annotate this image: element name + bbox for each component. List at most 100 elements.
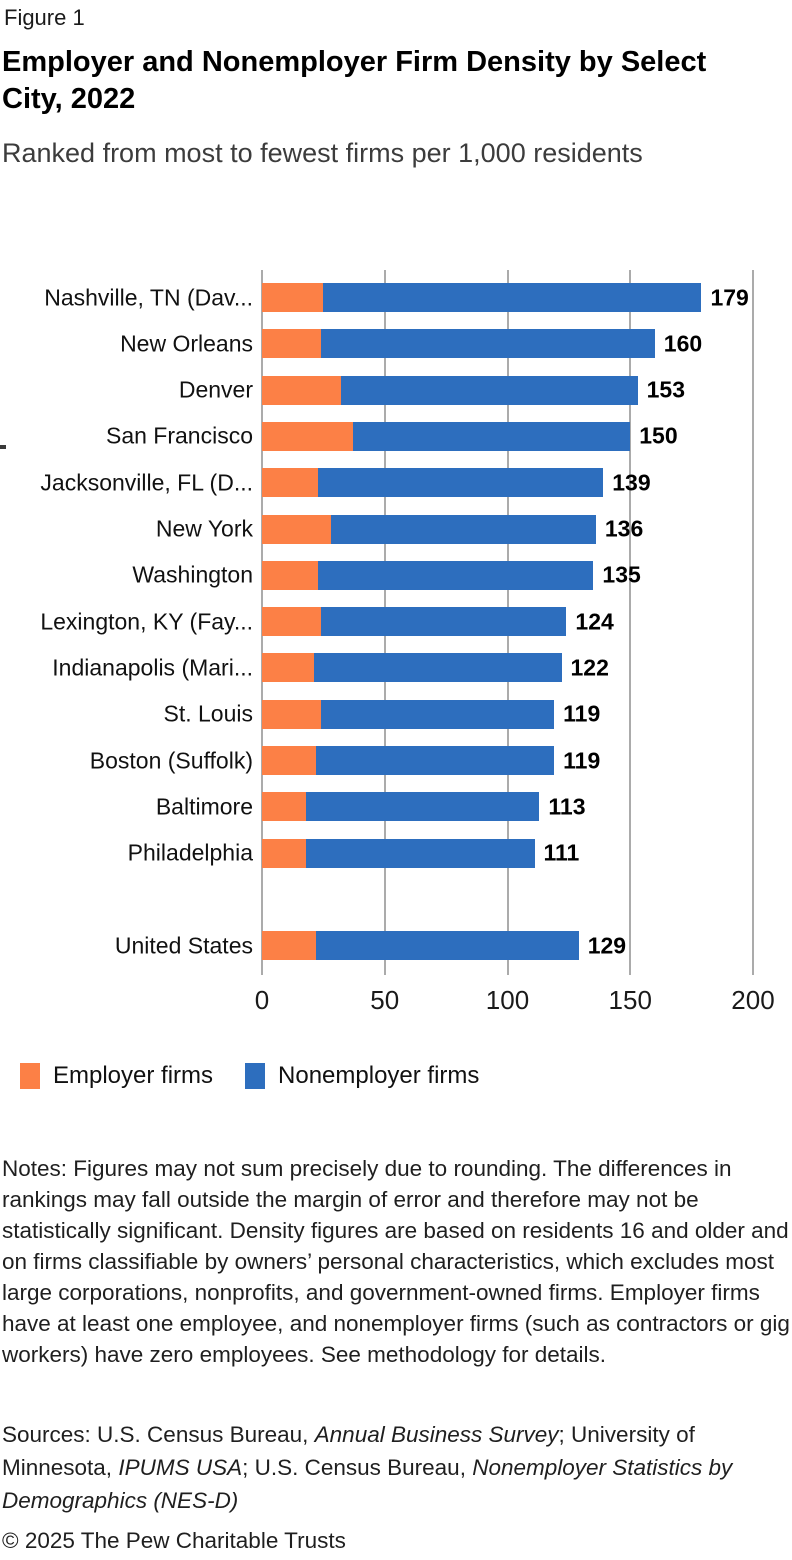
- employer-segment: [262, 375, 341, 405]
- bar-row: St. Louis 119: [0, 699, 792, 729]
- x-axis-tick-label: 50: [370, 985, 400, 1015]
- bar-row: Indianapolis (Mari... 122: [0, 653, 792, 683]
- stacked-bar: [262, 560, 594, 590]
- edge-tick-artifact: [0, 445, 6, 449]
- nonemployer-segment: [320, 699, 555, 729]
- bar-row: Nashville, TN (Dav... 179: [0, 283, 792, 312]
- category-label: Philadelphia: [127, 839, 253, 866]
- bar-total-label: 122: [570, 654, 609, 681]
- stacked-bar: [262, 421, 631, 451]
- legend-swatch-icon: [20, 1063, 40, 1089]
- category-label: Denver: [178, 376, 253, 403]
- employer-segment: [262, 699, 321, 729]
- employer-segment: [262, 468, 319, 498]
- nonemployer-segment: [318, 560, 594, 590]
- legend-item: Nonemployer firms: [245, 1062, 479, 1090]
- employer-segment: [262, 329, 321, 359]
- bar-total-label: 150: [639, 422, 678, 449]
- nonemployer-segment: [306, 838, 535, 868]
- stacked-bar: [262, 468, 604, 498]
- bar-row: United States 129: [0, 931, 792, 961]
- nonemployer-segment: [323, 283, 702, 312]
- employer-segment: [262, 560, 319, 590]
- source-name-italic: IPUMS USA: [118, 1455, 243, 1480]
- category-label: San Francisco: [105, 422, 253, 449]
- figure-label: Figure 1: [4, 5, 85, 30]
- bar-row: New Orleans 160: [0, 329, 792, 359]
- bar-total-label: 119: [563, 747, 601, 773]
- stacked-bar: [262, 699, 555, 729]
- bar-total-label: 119: [563, 700, 601, 727]
- category-label: New York: [155, 515, 253, 542]
- bar-total-label: 160: [663, 330, 703, 357]
- x-axis-tick-label: 100: [485, 985, 530, 1015]
- x-axis-tick-label: 0: [254, 985, 270, 1015]
- category-label: Baltimore: [155, 793, 253, 820]
- bar-total-label: 179: [710, 284, 749, 310]
- bar-row: New York 136: [0, 514, 792, 544]
- stacked-bar: [262, 653, 562, 683]
- source-name-italic: Annual Business Survey: [314, 1422, 559, 1447]
- stacked-bar: [262, 283, 702, 312]
- x-axis-tick-label: 200: [731, 985, 775, 1015]
- nonemployer-segment: [320, 329, 655, 359]
- source-name-italic: Nonemployer Statistics by Demographics (…: [2, 1455, 733, 1513]
- chart-title: Employer and Nonemployer Firm Density by…: [2, 46, 707, 115]
- nonemployer-segment: [316, 931, 579, 961]
- legend-label: Employer firms: [53, 1062, 214, 1089]
- nonemployer-segment: [306, 792, 540, 822]
- stacked-bar: [262, 607, 567, 637]
- legend-swatch-icon: [245, 1063, 266, 1089]
- source-text: Sources: U.S. Census Bureau,: [2, 1422, 315, 1447]
- bar-row: Baltimore 113: [0, 792, 792, 822]
- bar-total-label: 139: [612, 469, 651, 496]
- category-label: Jacksonville, FL (D...: [40, 469, 253, 496]
- chart-subtitle: Ranked from most to fewest firms per 1,0…: [2, 138, 643, 168]
- employer-segment: [262, 421, 353, 451]
- gridline-200: [752, 270, 754, 975]
- category-label: New Orleans: [120, 330, 253, 357]
- category-label: Washington: [132, 561, 253, 588]
- x-axis-tick-label: 150: [608, 985, 652, 1015]
- stacked-bar: [262, 329, 655, 359]
- category-label: Lexington, KY (Fay...: [40, 608, 253, 635]
- bar-total-label: 113: [548, 793, 586, 820]
- nonemployer-segment: [318, 468, 604, 498]
- legend-item: Employer firms: [20, 1062, 213, 1090]
- nonemployer-segment: [352, 421, 631, 451]
- stacked-bar: [262, 931, 579, 961]
- notes-text: Notes: Figures may not sum precisely due…: [2, 1156, 790, 1367]
- source-text: ; U.S. Census Bureau,: [242, 1455, 473, 1480]
- category-label: Indianapolis (Mari...: [52, 654, 253, 681]
- employer-segment: [262, 653, 314, 683]
- bar-total-label: 153: [646, 376, 685, 403]
- nonemployer-segment: [316, 746, 555, 775]
- source-text: ; University of Minnesota,: [2, 1422, 695, 1480]
- stacked-bar: [262, 792, 540, 822]
- legend-label: Nonemployer firms: [278, 1062, 480, 1089]
- bar-total-label: 136: [604, 515, 644, 542]
- copyright-text: © 2025 The Pew Charitable Trusts: [2, 1528, 346, 1553]
- bar-row: Boston (Suffolk) 119: [0, 746, 792, 775]
- category-label: St. Louis: [163, 700, 254, 727]
- category-label: United States: [114, 932, 253, 959]
- bar-row: Lexington, KY (Fay... 124: [0, 607, 792, 637]
- employer-segment: [262, 514, 331, 544]
- employer-segment: [262, 746, 316, 775]
- sources-text: Sources: U.S. Census Bureau, Annual Busi…: [2, 1418, 790, 1517]
- nonemployer-segment: [320, 607, 567, 637]
- bar-total-label: 124: [575, 608, 614, 635]
- employer-segment: [262, 283, 324, 312]
- stacked-bar: [262, 514, 596, 544]
- stacked-bar: [262, 838, 535, 868]
- bar-total-label: 111: [543, 839, 580, 866]
- nonemployer-segment: [340, 375, 638, 405]
- bar-row: Philadelphia 111: [0, 838, 792, 868]
- nonemployer-segment: [330, 514, 596, 544]
- stacked-bar: [262, 375, 638, 405]
- employer-segment: [262, 607, 321, 637]
- stacked-bar: [262, 746, 555, 775]
- bar-total-label: 129: [587, 932, 627, 959]
- employer-segment: [262, 792, 307, 822]
